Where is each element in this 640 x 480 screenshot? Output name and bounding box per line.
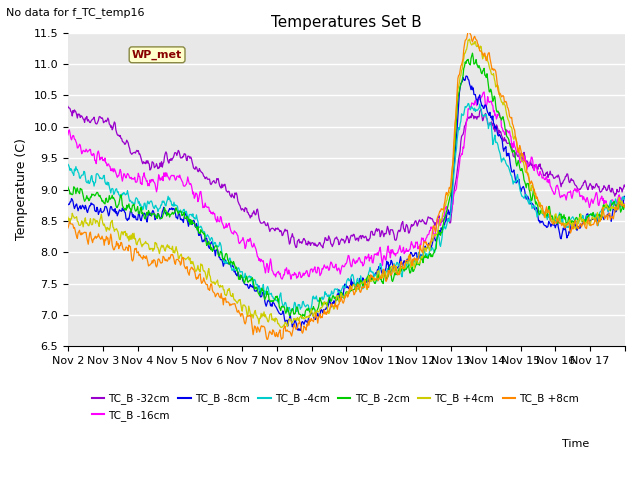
TC_B +8cm: [259, 324, 267, 329]
TC_B +8cm: [436, 208, 444, 214]
TC_B +4cm: [436, 216, 444, 222]
TC_B -16cm: [621, 201, 629, 207]
TC_B -8cm: [232, 271, 239, 277]
Line: TC_B -16cm: TC_B -16cm: [68, 92, 625, 279]
TC_B -4cm: [64, 161, 72, 167]
TC_B -32cm: [64, 104, 72, 109]
TC_B -8cm: [621, 194, 629, 200]
TC_B -8cm: [64, 202, 72, 208]
TC_B +4cm: [404, 253, 412, 259]
Text: Time: Time: [561, 439, 589, 449]
TC_B +8cm: [281, 324, 289, 329]
Line: TC_B -32cm: TC_B -32cm: [68, 107, 625, 248]
Legend: TC_B -32cm, TC_B -16cm, TC_B -8cm, TC_B -4cm, TC_B -2cm, TC_B +4cm, TC_B +8cm: TC_B -32cm, TC_B -16cm, TC_B -8cm, TC_B …: [88, 389, 583, 425]
Line: TC_B +8cm: TC_B +8cm: [68, 30, 625, 339]
TC_B +8cm: [64, 225, 72, 231]
TC_B -2cm: [259, 288, 267, 293]
TC_B +8cm: [264, 336, 271, 342]
Line: TC_B -2cm: TC_B -2cm: [68, 53, 625, 318]
TC_B +8cm: [129, 256, 137, 262]
TC_B -8cm: [404, 258, 412, 264]
TC_B -16cm: [480, 89, 488, 95]
Line: TC_B -4cm: TC_B -4cm: [68, 104, 625, 312]
TC_B -32cm: [280, 228, 288, 234]
TC_B -32cm: [259, 220, 267, 226]
TC_B +4cm: [64, 214, 72, 220]
TC_B -2cm: [232, 265, 239, 271]
TC_B +4cm: [278, 324, 285, 330]
TC_B -4cm: [464, 101, 472, 107]
TC_B -32cm: [232, 191, 239, 197]
TC_B +8cm: [404, 257, 412, 263]
TC_B -4cm: [621, 194, 629, 200]
TC_B -4cm: [436, 242, 444, 248]
Title: Temperatures Set B: Temperatures Set B: [271, 15, 422, 30]
TC_B +4cm: [281, 319, 289, 325]
TC_B -2cm: [468, 50, 476, 56]
TC_B -16cm: [287, 276, 295, 282]
TC_B -4cm: [259, 282, 267, 288]
TC_B +8cm: [621, 203, 629, 208]
TC_B -32cm: [319, 245, 326, 251]
TC_B -2cm: [436, 229, 444, 235]
TC_B +4cm: [259, 313, 267, 319]
TC_B -2cm: [298, 315, 306, 321]
TC_B +4cm: [232, 298, 239, 304]
TC_B -16cm: [259, 258, 267, 264]
TC_B -32cm: [404, 230, 412, 236]
TC_B -16cm: [64, 132, 72, 138]
TC_B +4cm: [621, 202, 629, 207]
TC_B -32cm: [436, 219, 444, 225]
TC_B -4cm: [404, 264, 412, 269]
Line: TC_B -8cm: TC_B -8cm: [68, 76, 625, 330]
TC_B -16cm: [280, 272, 288, 278]
TC_B -16cm: [232, 229, 239, 235]
Text: WP_met: WP_met: [132, 49, 182, 60]
TC_B +4cm: [466, 36, 474, 42]
TC_B +4cm: [129, 236, 137, 241]
TC_B -16cm: [404, 249, 412, 254]
TC_B -4cm: [284, 309, 291, 315]
TC_B -2cm: [621, 204, 629, 209]
TC_B -8cm: [259, 290, 267, 296]
TC_B -8cm: [129, 212, 137, 217]
TC_B -8cm: [463, 73, 470, 79]
TC_B -2cm: [64, 184, 72, 190]
TC_B -8cm: [296, 327, 304, 333]
TC_B -4cm: [280, 301, 288, 307]
TC_B -8cm: [436, 228, 444, 233]
TC_B -4cm: [129, 201, 137, 207]
TC_B +8cm: [232, 304, 239, 310]
TC_B -4cm: [232, 267, 239, 273]
TC_B -16cm: [436, 217, 444, 223]
TC_B -16cm: [129, 176, 137, 182]
TC_B -8cm: [280, 315, 288, 321]
TC_B -32cm: [621, 184, 629, 190]
TC_B -2cm: [280, 304, 288, 310]
TC_B -32cm: [129, 150, 137, 156]
Text: No data for f_TC_temp16: No data for f_TC_temp16: [6, 7, 145, 18]
TC_B -2cm: [129, 202, 137, 208]
Y-axis label: Temperature (C): Temperature (C): [15, 139, 28, 240]
TC_B +8cm: [464, 27, 472, 33]
Line: TC_B +4cm: TC_B +4cm: [68, 39, 625, 327]
TC_B -2cm: [404, 262, 412, 268]
